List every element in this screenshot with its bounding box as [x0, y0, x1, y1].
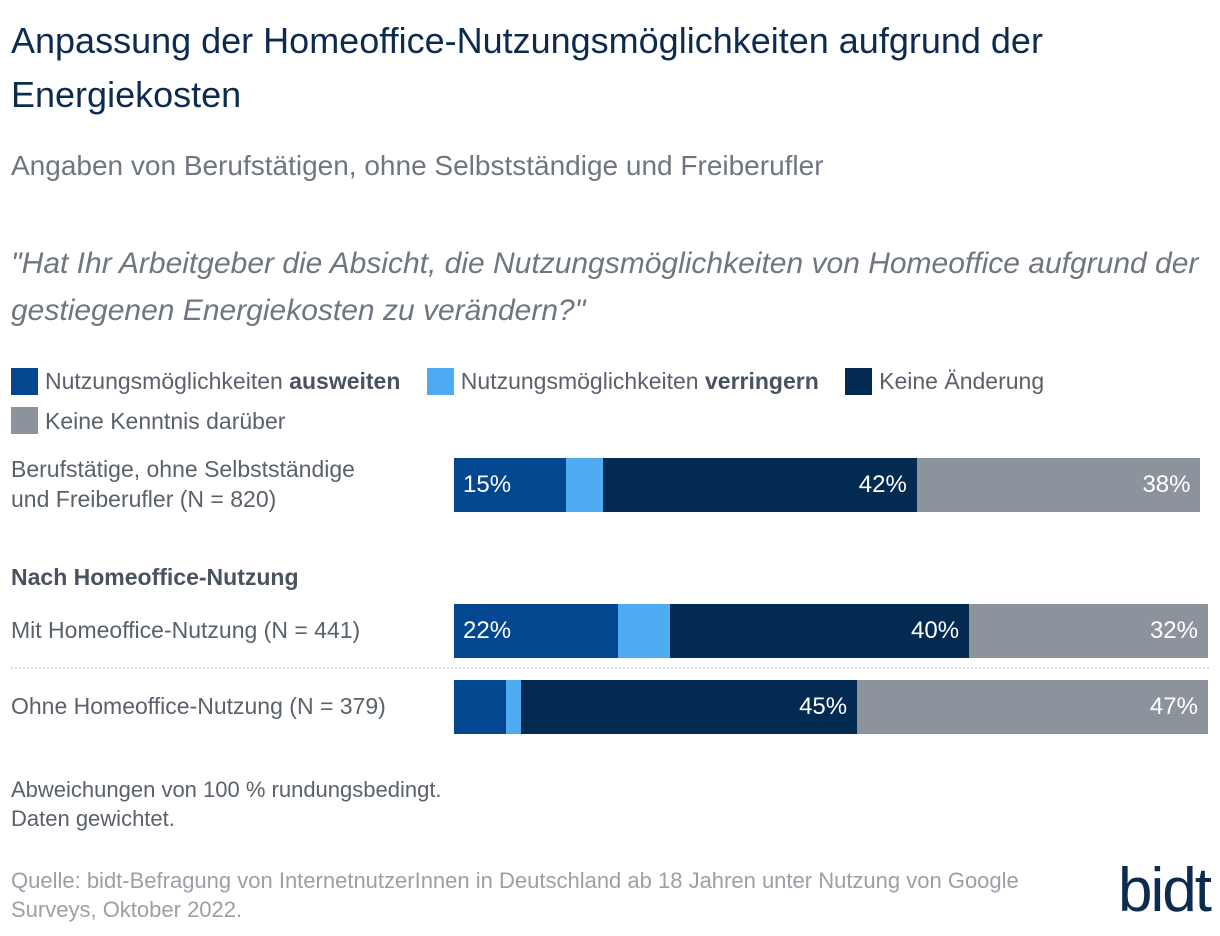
legend-item-ausweiten: Nutzungsmöglichkeiten ausweiten [11, 364, 400, 398]
legend-item-keine-aenderung: Keine Änderung [845, 364, 1044, 398]
segment-keine-aenderung: 42% [603, 458, 917, 512]
source-note: Quelle: bidt-Befragung von Internetnutze… [11, 868, 1019, 922]
row-divider [11, 667, 1209, 669]
stacked-bar: 15% 42% 38% [454, 458, 1208, 512]
segment-ausweiten [454, 680, 507, 734]
bidt-logo: bidt [1118, 856, 1212, 925]
data-label: 42% [858, 471, 907, 498]
row-label-gesamt: Berufstätige, ohne Selbstständige und Fr… [11, 456, 355, 512]
data-label: 38% [1142, 471, 1191, 498]
footnote: Abweichungen von 100 % rundungsbedingt. … [11, 777, 442, 831]
segment-keine-aenderung: 40% [670, 604, 970, 658]
segment-keine-aenderung: 45% [521, 680, 858, 734]
data-label: 15% [463, 471, 512, 498]
legend-label: Nutzungsmöglichkeiten verringern [460, 368, 819, 394]
data-label: 45% [799, 693, 848, 720]
legend-item-keine-kenntnis: Keine Kenntnis darüber [11, 404, 285, 438]
data-label: 22% [463, 617, 512, 644]
row-label-mit-homeoffice: Mit Homeoffice-Nutzung (N = 441) [11, 617, 361, 643]
chart-title: Anpassung der Homeoffice-Nutzungsmöglich… [11, 20, 1043, 115]
segment-ausweiten: 15% [454, 458, 566, 512]
segment-keine-kenntnis: 38% [916, 458, 1201, 512]
chart-subtitle: Angaben von Berufstätigen, ohne Selbstst… [11, 150, 824, 181]
segment-verringern [506, 680, 522, 734]
segment-ausweiten: 22% [454, 604, 619, 658]
legend-swatch [11, 407, 38, 434]
chart-legend: Nutzungsmöglichkeiten ausweiten Nutzungs… [11, 364, 1211, 443]
legend-label: Keine Änderung [879, 368, 1045, 394]
legend-swatch [845, 367, 873, 395]
data-label: 32% [1149, 617, 1198, 644]
legend-label: Keine Kenntnis darüber [45, 407, 286, 434]
segment-keine-kenntnis: 32% [969, 604, 1208, 658]
data-label: 47% [1149, 693, 1198, 720]
row-label-ohne-homeoffice: Ohne Homeoffice-Nutzung (N = 379) [11, 693, 386, 719]
stacked-bar: 45% 47% [454, 680, 1208, 734]
data-label: 40% [911, 617, 960, 644]
legend-item-verringern: Nutzungsmöglichkeiten verringern [426, 364, 819, 398]
segment-verringern [565, 458, 604, 512]
segment-keine-kenntnis: 47% [857, 680, 1208, 734]
stacked-bar: 22% 40% 32% [454, 604, 1208, 658]
legend-swatch [11, 367, 38, 395]
group-heading: Nach Homeoffice-Nutzung [11, 564, 299, 590]
legend-swatch [426, 367, 454, 395]
segment-verringern [618, 604, 671, 658]
survey-question: "Hat Ihr Arbeitgeber die Absicht, die Nu… [11, 247, 1199, 327]
legend-label: Nutzungsmöglichkeiten ausweiten [45, 368, 401, 394]
